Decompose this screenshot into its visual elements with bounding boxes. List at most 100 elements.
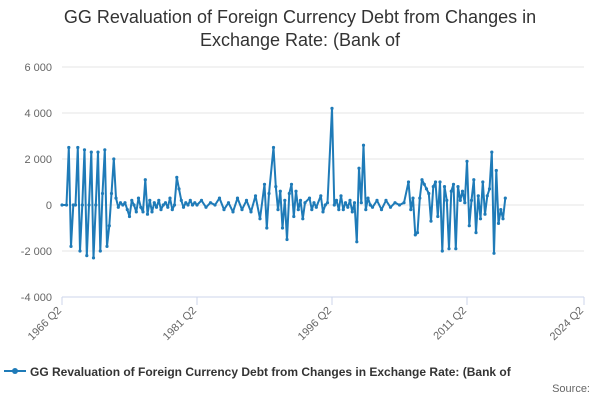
data-point[interactable]	[217, 196, 222, 200]
data-point[interactable]	[213, 203, 217, 207]
data-point[interactable]	[465, 159, 469, 163]
data-point[interactable]	[321, 210, 325, 214]
data-point[interactable]	[73, 203, 78, 207]
data-point[interactable]	[170, 208, 174, 212]
data-point[interactable]	[154, 205, 159, 209]
data-point[interactable]	[121, 203, 125, 207]
data-point[interactable]	[494, 168, 498, 173]
data-point[interactable]	[91, 256, 96, 260]
data-point[interactable]	[163, 201, 168, 205]
data-point[interactable]	[249, 210, 253, 214]
data-point[interactable]	[67, 145, 71, 150]
data-point[interactable]	[271, 145, 276, 150]
data-point[interactable]	[125, 208, 129, 212]
data-point[interactable]	[310, 208, 314, 212]
data-point[interactable]	[168, 196, 172, 200]
data-point[interactable]	[307, 196, 312, 200]
data-point[interactable]	[447, 247, 451, 251]
data-point[interactable]	[289, 182, 294, 186]
data-point[interactable]	[341, 208, 345, 212]
data-point[interactable]	[262, 182, 267, 186]
data-point[interactable]	[118, 201, 123, 205]
data-point[interactable]	[337, 208, 341, 212]
data-point[interactable]	[204, 205, 208, 209]
data-point[interactable]	[368, 203, 372, 207]
data-point[interactable]	[85, 254, 89, 258]
data-point[interactable]	[339, 194, 343, 198]
data-point[interactable]	[418, 196, 422, 200]
data-point[interactable]	[422, 182, 426, 186]
data-point[interactable]	[76, 145, 80, 150]
data-point[interactable]	[71, 203, 75, 207]
data-point[interactable]	[267, 191, 271, 196]
data-point[interactable]	[188, 198, 192, 202]
data-point[interactable]	[159, 208, 163, 212]
data-point[interactable]	[487, 187, 492, 191]
data-point[interactable]	[458, 198, 462, 202]
data-point[interactable]	[193, 201, 197, 205]
data-point[interactable]	[172, 203, 177, 207]
data-point[interactable]	[357, 166, 361, 170]
data-point[interactable]	[177, 187, 181, 191]
data-point[interactable]	[139, 205, 143, 209]
data-point[interactable]	[141, 210, 145, 214]
data-point[interactable]	[314, 205, 318, 209]
data-point[interactable]	[199, 198, 204, 202]
data-point[interactable]	[350, 210, 354, 214]
data-point[interactable]	[334, 198, 339, 202]
data-point[interactable]	[492, 251, 496, 255]
data-point[interactable]	[152, 201, 156, 205]
data-point[interactable]	[116, 205, 120, 209]
legend[interactable]: GG Revaluation of Foreign Currency Debt …	[0, 362, 600, 382]
data-point[interactable]	[157, 198, 161, 202]
data-point[interactable]	[359, 201, 363, 205]
data-point[interactable]	[278, 189, 282, 193]
data-point[interactable]	[148, 198, 152, 202]
data-point[interactable]	[226, 201, 231, 205]
data-point[interactable]	[469, 198, 474, 202]
data-point[interactable]	[406, 180, 411, 184]
data-point[interactable]	[346, 205, 350, 209]
data-point[interactable]	[98, 249, 102, 253]
data-point[interactable]	[366, 196, 370, 200]
data-point[interactable]	[60, 203, 64, 207]
data-point[interactable]	[303, 201, 307, 205]
data-point[interactable]	[190, 203, 195, 207]
data-point[interactable]	[94, 203, 98, 207]
data-point[interactable]	[181, 205, 186, 209]
data-point[interactable]	[123, 201, 127, 205]
data-point[interactable]	[253, 194, 258, 198]
data-point[interactable]	[413, 233, 417, 237]
data-point[interactable]	[397, 203, 402, 207]
source-credit[interactable]: Source:	[552, 383, 590, 395]
data-point[interactable]	[258, 217, 262, 221]
data-point[interactable]	[442, 185, 447, 189]
data-point[interactable]	[132, 203, 136, 207]
data-point[interactable]	[161, 203, 165, 207]
data-point[interactable]	[402, 201, 406, 205]
data-point[interactable]	[451, 182, 456, 186]
data-point[interactable]	[460, 189, 465, 193]
data-point[interactable]	[235, 196, 240, 200]
data-point[interactable]	[375, 198, 379, 202]
data-point[interactable]	[240, 208, 244, 212]
data-point[interactable]	[503, 196, 507, 200]
data-point[interactable]	[292, 214, 296, 219]
data-point[interactable]	[332, 203, 336, 207]
data-point[interactable]	[64, 203, 69, 207]
data-point[interactable]	[179, 198, 183, 202]
data-point[interactable]	[244, 198, 249, 202]
data-point[interactable]	[456, 185, 460, 189]
data-point[interactable]	[80, 203, 84, 207]
data-point[interactable]	[415, 231, 420, 235]
data-point[interactable]	[298, 198, 303, 202]
data-point[interactable]	[166, 205, 170, 209]
data-point[interactable]	[481, 180, 485, 184]
data-point[interactable]	[312, 201, 316, 205]
data-point[interactable]	[69, 244, 73, 248]
data-point[interactable]	[103, 148, 107, 152]
data-point[interactable]	[265, 226, 269, 230]
data-point[interactable]	[276, 208, 280, 212]
data-point[interactable]	[364, 208, 368, 212]
data-point[interactable]	[485, 194, 489, 198]
